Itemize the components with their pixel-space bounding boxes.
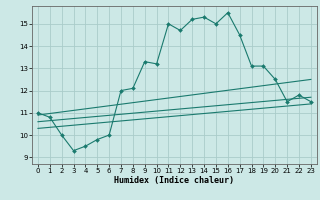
X-axis label: Humidex (Indice chaleur): Humidex (Indice chaleur) [115,176,234,185]
